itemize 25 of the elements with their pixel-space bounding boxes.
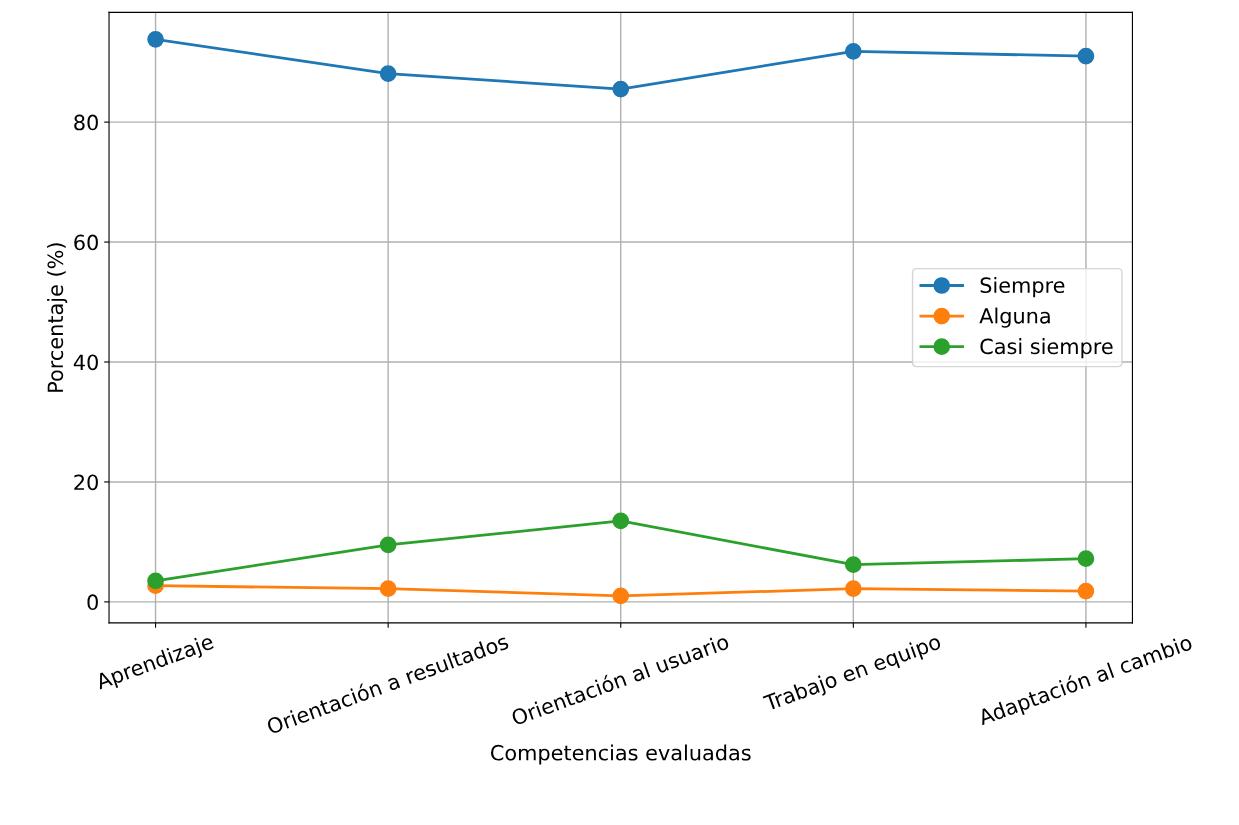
point [844,556,862,574]
point [612,587,630,605]
x-tick-label: Trabajo en equipo [762,632,943,716]
y-tick-label: 0 [87,594,98,611]
point [379,580,397,598]
point [1077,582,1095,600]
point [379,65,397,82]
point [612,80,630,98]
point [379,536,397,554]
point [1077,550,1095,568]
point [147,31,164,48]
legend-label: Casi siempre [980,338,1113,359]
point [1077,47,1095,65]
point [844,580,862,598]
point [147,572,164,590]
y-tick-label: 60 [74,234,98,251]
point [612,512,630,530]
y-axis-title: Porcentaje (%) [47,243,68,392]
legend-label: Alguna [979,307,1050,328]
y-tick-label: 80 [74,114,98,131]
y-tick-label: 40 [73,354,98,371]
y-tick-label: 20 [74,474,98,491]
legend-label: Siempre [980,276,1065,298]
point [844,43,862,60]
x-axis-title: Competencias evaluadas [490,744,751,765]
